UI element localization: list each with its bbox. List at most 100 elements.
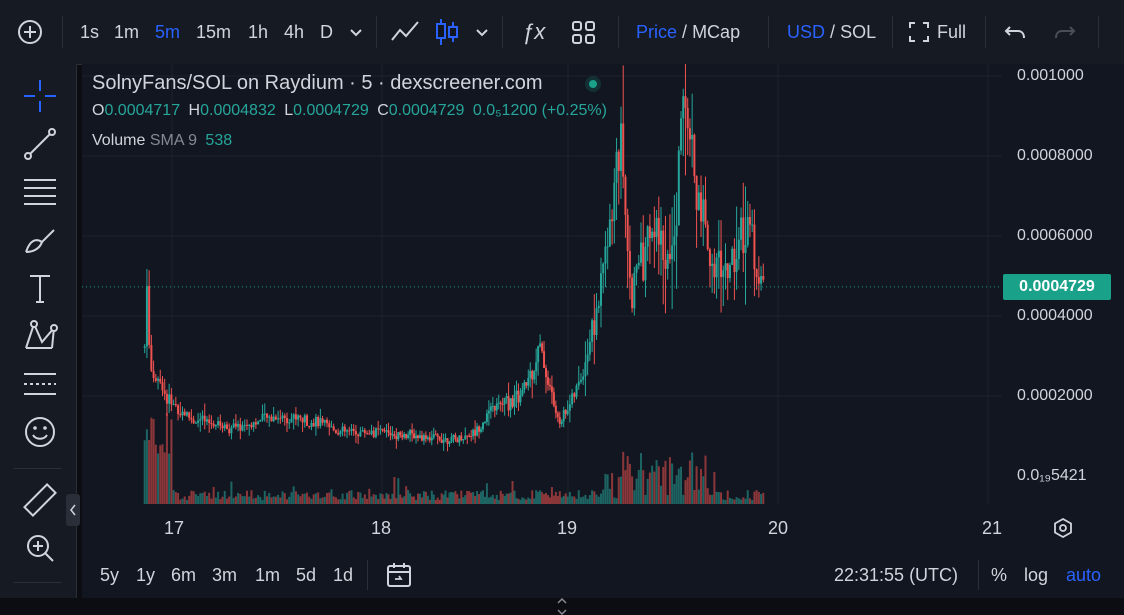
pattern-tool[interactable] (20, 316, 60, 356)
price-option[interactable]: Price (636, 22, 678, 42)
ruler-tool[interactable] (20, 480, 60, 520)
candle-body (319, 418, 322, 427)
interval-4h[interactable]: 4h (284, 22, 305, 42)
undo-button[interactable] (1002, 14, 1028, 50)
candle-body (301, 417, 304, 423)
range-5y[interactable]: 5y (100, 565, 120, 585)
trend-line-tool[interactable] (20, 124, 60, 164)
zoom-tool[interactable] (20, 528, 60, 568)
percent-scale-toggle[interactable]: % (991, 565, 1008, 585)
chart-type-dropdown-button[interactable] (472, 14, 492, 50)
candle-body (708, 249, 711, 267)
candle-body (531, 370, 534, 380)
chevron-down-icon (476, 29, 488, 37)
auto-scale-toggle[interactable]: auto (1066, 565, 1102, 585)
range-1y[interactable]: 1y (136, 565, 156, 585)
emoji-tool[interactable] (20, 412, 60, 452)
text-tool[interactable] (20, 268, 60, 308)
volume-bar (653, 471, 656, 504)
range-1d[interactable]: 1d (333, 565, 354, 585)
price-axis-label: 0.0006000 (1017, 227, 1093, 244)
collapse-toolbar-button[interactable] (66, 494, 80, 526)
candle-body (263, 413, 266, 415)
interval-D[interactable]: D (320, 22, 333, 42)
candle-body (595, 308, 598, 335)
fib-retracement-tool[interactable] (20, 172, 60, 212)
candle-body (405, 433, 408, 439)
candle-body (279, 418, 282, 420)
range-6m[interactable]: 6m (171, 565, 197, 585)
candle-body (183, 411, 186, 416)
volume-bar (595, 494, 598, 504)
layouts-button[interactable] (570, 14, 598, 50)
candle-body (675, 225, 678, 237)
resize-handle-icon[interactable] (555, 598, 569, 615)
price-chart-canvas[interactable] (82, 64, 1124, 598)
candle-body (399, 432, 402, 436)
candle-body (464, 435, 467, 440)
candle-body (268, 416, 271, 418)
volume-bar (343, 499, 346, 504)
interval-15m[interactable]: 15m (196, 22, 232, 42)
toolbar-divider (978, 560, 979, 590)
volume-legend[interactable]: Volume SMA 9 538 (92, 132, 232, 150)
chart-type-candles-button[interactable] (432, 14, 462, 50)
candle-body (379, 428, 382, 430)
candle-body (737, 239, 740, 260)
redo-button[interactable] (1052, 14, 1078, 50)
volume-bar (586, 498, 589, 504)
sol-option[interactable]: SOL (840, 22, 877, 42)
volume-bar (157, 453, 160, 504)
volume-bar (323, 496, 326, 504)
candle-body (499, 402, 502, 404)
range-1m[interactable]: 1m (255, 565, 281, 585)
volume-bar (145, 429, 148, 504)
volume-bar (181, 498, 184, 504)
range-3m[interactable]: 3m (212, 565, 238, 585)
toolbar-divider (768, 16, 769, 48)
go-to-date-button[interactable] (385, 560, 413, 595)
mcap-option[interactable]: MCap (692, 22, 741, 42)
candle-body (657, 217, 660, 245)
volume-bar (468, 491, 471, 504)
candle-body (387, 430, 390, 433)
volume-bar (243, 496, 246, 504)
chart-pane[interactable] (82, 64, 1124, 598)
volume-bar (359, 492, 362, 504)
chart-settings-button[interactable] (1052, 517, 1074, 544)
volume-bar (489, 496, 492, 504)
volume-bar (491, 494, 494, 504)
utc-clock[interactable]: 22:31:55 (UTC) (834, 565, 959, 585)
usd-option[interactable]: USD (787, 22, 826, 42)
volume-bar (562, 495, 565, 504)
currency-toggle[interactable]: USD / SOL (787, 14, 876, 50)
candle-body (286, 417, 289, 424)
time-axis-label: 18 (371, 518, 392, 538)
candle-body (460, 435, 463, 441)
range-5d[interactable]: 5d (296, 565, 317, 585)
chart-type-line-button[interactable] (388, 14, 422, 50)
candle-body (637, 262, 640, 266)
brush-tool[interactable] (20, 220, 60, 260)
indicators-fx-button[interactable]: ƒx (522, 19, 546, 44)
log-scale-toggle[interactable]: log (1024, 565, 1049, 585)
interval-5m[interactable]: 5m (155, 22, 181, 42)
crosshair-tool[interactable] (20, 76, 60, 116)
candle-body (735, 259, 738, 272)
volume-bar (558, 491, 561, 504)
volume-bar (366, 498, 369, 504)
interval-1s[interactable]: 1s (80, 22, 100, 42)
add-indicator-button[interactable] (14, 14, 46, 50)
fullscreen-button[interactable]: Full (906, 14, 966, 50)
interval-1m[interactable]: 1m (114, 22, 140, 42)
interval-dropdown-button[interactable] (346, 14, 366, 50)
candle-body (225, 424, 228, 430)
toolbar-divider (62, 16, 63, 48)
interval-1h[interactable]: 1h (248, 22, 269, 42)
prediction-tool[interactable] (20, 364, 60, 404)
toolbar-divider (502, 16, 503, 48)
candle-body (503, 397, 506, 405)
volume-bar (684, 480, 687, 504)
drawing-toolbar (0, 64, 77, 598)
price-mcap-toggle[interactable]: Price / MCap (636, 14, 740, 50)
